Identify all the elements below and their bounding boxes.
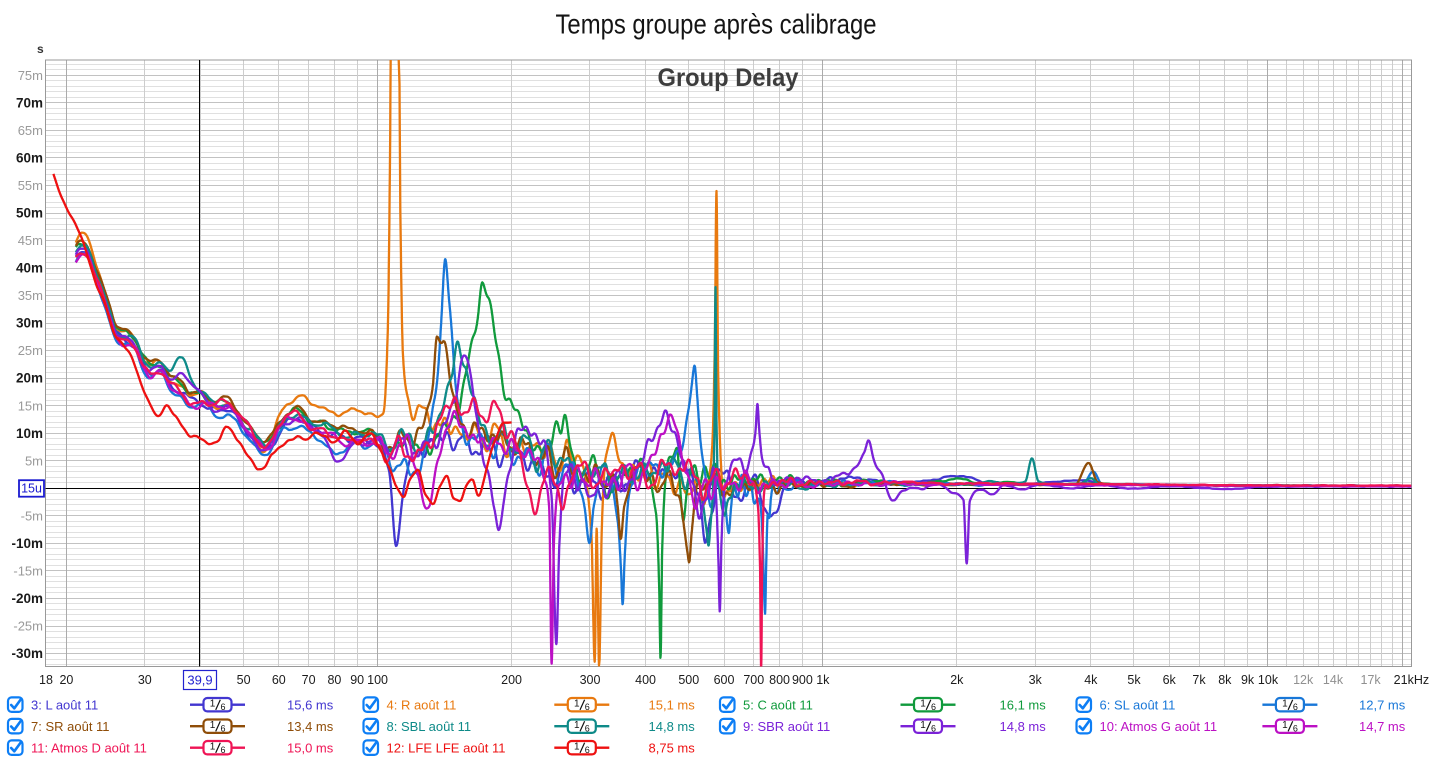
svg-text:60m: 60m — [16, 151, 43, 166]
svg-text:1: 1 — [574, 699, 580, 710]
svg-text:35m: 35m — [18, 288, 43, 303]
svg-text:6: 6 — [1293, 702, 1298, 712]
svg-text:3: L août 11: 3: L août 11 — [31, 698, 98, 713]
svg-text:45m: 45m — [18, 233, 43, 248]
svg-text:5k: 5k — [1127, 673, 1141, 687]
svg-text:9k: 9k — [1241, 673, 1255, 687]
svg-text:800: 800 — [769, 673, 790, 687]
svg-text:8,75 ms: 8,75 ms — [649, 741, 696, 756]
svg-text:40m: 40m — [16, 261, 43, 276]
svg-text:1k: 1k — [816, 673, 830, 687]
svg-text:15m: 15m — [18, 398, 43, 413]
svg-text:6: 6 — [220, 724, 225, 734]
svg-text:5: C août 11: 5: C août 11 — [743, 698, 813, 713]
svg-text:50m: 50m — [16, 206, 43, 221]
svg-text:100: 100 — [367, 673, 388, 687]
svg-text:1: 1 — [1282, 699, 1288, 710]
svg-text:1: 1 — [210, 720, 216, 731]
svg-text:-20m: -20m — [11, 591, 43, 606]
svg-text:900: 900 — [792, 673, 813, 687]
svg-text:4k: 4k — [1084, 673, 1098, 687]
svg-text:-25m: -25m — [13, 619, 43, 634]
svg-text:14,8 ms: 14,8 ms — [649, 719, 696, 734]
svg-text:6: 6 — [1293, 724, 1298, 734]
svg-text:15u: 15u — [21, 482, 42, 496]
svg-text:10m: 10m — [16, 426, 43, 441]
svg-text:80: 80 — [327, 673, 341, 687]
svg-text:39,9: 39,9 — [187, 673, 212, 688]
svg-text:6: 6 — [931, 724, 936, 734]
svg-text:20m: 20m — [16, 371, 43, 386]
svg-text:8: SBL août 11: 8: SBL août 11 — [387, 719, 472, 734]
svg-text:14k: 14k — [1323, 673, 1344, 687]
svg-text:200: 200 — [501, 673, 522, 687]
svg-text:-10m: -10m — [11, 536, 43, 551]
svg-text:6: 6 — [585, 745, 590, 755]
svg-text:11: Atmos D août 11: 11: Atmos D août 11 — [31, 741, 147, 756]
svg-text:-5m: -5m — [21, 508, 43, 523]
svg-text:16,1 ms: 16,1 ms — [1000, 698, 1047, 713]
svg-text:50: 50 — [237, 673, 251, 687]
svg-text:6: 6 — [220, 702, 225, 712]
svg-text:Temps groupe après calibrage: Temps groupe après calibrage — [556, 9, 877, 40]
svg-text:14,7 ms: 14,7 ms — [1359, 719, 1406, 734]
svg-text:6: 6 — [931, 702, 936, 712]
svg-text:3k: 3k — [1029, 673, 1043, 687]
svg-text:1: 1 — [574, 720, 580, 731]
svg-text:400: 400 — [635, 673, 656, 687]
svg-text:600: 600 — [714, 673, 735, 687]
svg-text:13,4 ms: 13,4 ms — [287, 719, 334, 734]
svg-text:500: 500 — [678, 673, 699, 687]
svg-text:18: 18 — [39, 673, 53, 687]
svg-text:7k: 7k — [1192, 673, 1206, 687]
svg-text:15,1 ms: 15,1 ms — [649, 698, 696, 713]
svg-text:30: 30 — [138, 673, 152, 687]
svg-text:1: 1 — [920, 720, 926, 731]
svg-text:17k: 17k — [1361, 673, 1382, 687]
svg-text:300: 300 — [580, 673, 601, 687]
svg-text:75m: 75m — [18, 68, 43, 83]
svg-text:1: 1 — [1282, 720, 1288, 731]
svg-text:-30m: -30m — [11, 646, 43, 661]
svg-text:90: 90 — [350, 673, 364, 687]
svg-text:15,0 ms: 15,0 ms — [287, 741, 334, 756]
svg-text:70: 70 — [302, 673, 316, 687]
svg-text:15,6 ms: 15,6 ms — [287, 698, 334, 713]
svg-text:1: 1 — [210, 742, 216, 753]
svg-text:9: SBR août 11: 9: SBR août 11 — [743, 719, 830, 734]
svg-text:12k: 12k — [1293, 673, 1314, 687]
svg-text:Group Delay: Group Delay — [658, 64, 799, 92]
svg-text:21kHz: 21kHz — [1394, 673, 1429, 687]
svg-text:10k: 10k — [1258, 673, 1279, 687]
svg-text:65m: 65m — [18, 123, 43, 138]
svg-text:6: 6 — [220, 745, 225, 755]
svg-text:8k: 8k — [1218, 673, 1232, 687]
svg-text:12,7 ms: 12,7 ms — [1359, 698, 1406, 713]
svg-text:6: 6 — [585, 702, 590, 712]
svg-text:70m: 70m — [16, 95, 43, 110]
svg-text:6k: 6k — [1163, 673, 1177, 687]
svg-text:2k: 2k — [950, 673, 964, 687]
svg-text:12: LFE LFE août 11: 12: LFE LFE août 11 — [387, 741, 506, 756]
svg-text:1: 1 — [574, 742, 580, 753]
svg-text:4: R août 11: 4: R août 11 — [387, 698, 457, 713]
svg-text:60: 60 — [272, 673, 286, 687]
svg-text:6: 6 — [585, 724, 590, 734]
svg-text:55m: 55m — [18, 178, 43, 193]
svg-text:1: 1 — [210, 699, 216, 710]
svg-text:14,8 ms: 14,8 ms — [1000, 719, 1047, 734]
svg-text:10: Atmos G août 11: 10: Atmos G août 11 — [1100, 719, 1218, 734]
svg-text:1: 1 — [920, 699, 926, 710]
svg-text:700: 700 — [743, 673, 764, 687]
svg-text:6: SL août 11: 6: SL août 11 — [1100, 698, 1176, 713]
svg-text:5m: 5m — [25, 453, 43, 468]
svg-text:7: SR août 11: 7: SR août 11 — [31, 719, 110, 734]
svg-text:-15m: -15m — [13, 563, 43, 578]
svg-text:30m: 30m — [16, 316, 43, 331]
svg-text:s: s — [37, 42, 44, 56]
svg-text:20: 20 — [59, 673, 73, 687]
svg-text:25m: 25m — [18, 343, 43, 358]
